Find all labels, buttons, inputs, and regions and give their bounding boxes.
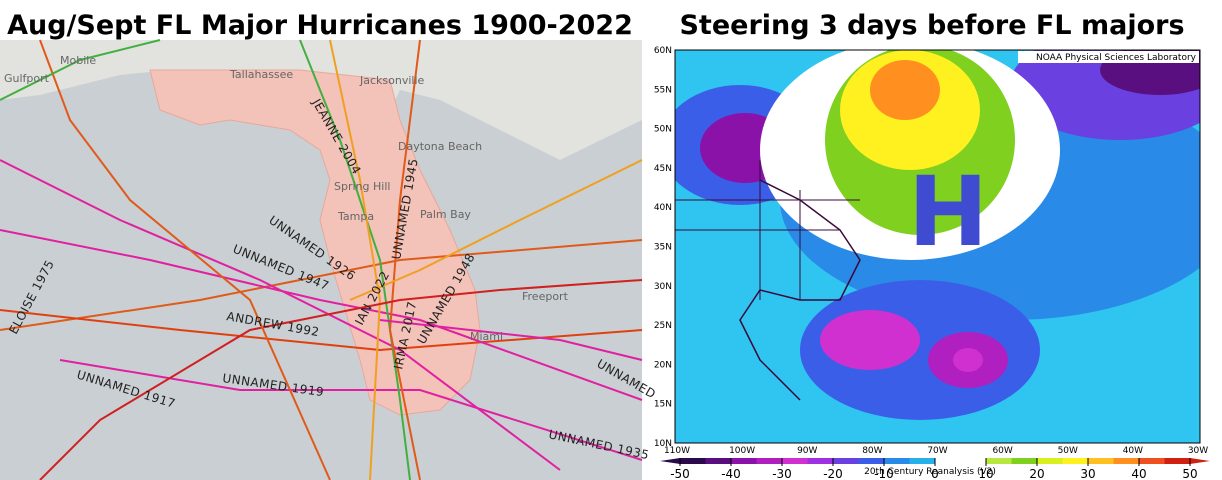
- lat-axis: 60N 55N 50N 45N 40N 35N 30N 25N 20N 15N 10N: [654, 46, 672, 449]
- colorbar-swatch: [680, 458, 706, 464]
- right-map: Steering 3 days before FL majors H NOAA …: [654, 10, 1210, 480]
- colorbar-end: [1190, 458, 1210, 464]
- colorbar-swatch: [782, 458, 808, 464]
- colorbar-tick-label: 40: [1131, 467, 1146, 480]
- lon-label: 110W: [664, 446, 690, 456]
- colorbar-tick-label: 0: [931, 467, 939, 480]
- contour: [820, 310, 920, 370]
- colorbar-tick-label: 10: [978, 467, 993, 480]
- colorbar-tick-label: 20: [1029, 467, 1044, 480]
- field: H NOAA Physical Sciences Laboratory: [675, 50, 1200, 443]
- place-label: Freeport: [522, 290, 569, 303]
- lat-label: 50N: [654, 125, 672, 135]
- colorbar-swatch: [1011, 458, 1038, 464]
- lon-label: 90W: [797, 446, 817, 456]
- colorbar-swatch: [1113, 458, 1140, 464]
- place-label: Palm Bay: [420, 208, 471, 221]
- lat-label: 35N: [654, 243, 672, 253]
- colorbar-tick-label: 30: [1080, 467, 1095, 480]
- colorbar-tick-label: -10: [874, 467, 894, 480]
- lat-label: 20N: [654, 360, 672, 370]
- lon-label: 100W: [729, 446, 755, 456]
- colorbar-swatch: [935, 458, 961, 464]
- lat-label: 25N: [654, 321, 672, 331]
- colorbar-swatch: [705, 458, 732, 464]
- place-label: Tallahassee: [229, 68, 293, 81]
- colorbar-swatch: [731, 458, 757, 464]
- frame: [674, 49, 1201, 444]
- lat-label: 15N: [654, 400, 672, 410]
- lat-label: 60N: [654, 46, 672, 56]
- borders: [675, 160, 860, 300]
- colorbar-tick-label: -30: [772, 467, 792, 480]
- colorbar-swatch: [807, 458, 834, 464]
- place-label: Spring Hill: [334, 180, 390, 193]
- lon-label: 40W: [1123, 446, 1143, 456]
- lat-label: 55N: [654, 85, 672, 95]
- colorbar-swatch: [1139, 458, 1165, 464]
- place-label: Miami: [470, 330, 503, 343]
- place-label: Jacksonville: [359, 74, 425, 87]
- colorbar-tick-label: -50: [670, 467, 690, 480]
- colorbar-tick-label: -40: [721, 467, 741, 480]
- lon-label: 50W: [1058, 446, 1078, 456]
- lon-label: 30W: [1188, 446, 1208, 456]
- credit-box: [1018, 51, 1199, 63]
- lat-label: 30N: [654, 282, 672, 292]
- colorbar-swatch: [858, 458, 885, 464]
- lon-label: 80W: [862, 446, 882, 456]
- florida-region: [149, 69, 481, 416]
- colorbar-tick-label: -20: [823, 467, 843, 480]
- lat-label: 40N: [654, 203, 672, 213]
- colorbar-swatch: [1037, 458, 1063, 464]
- high-label: H: [908, 156, 988, 268]
- left-map: Gulfport Mobile Tallahassee Jacksonville…: [0, 10, 658, 480]
- colorbar-swatch: [1164, 458, 1191, 464]
- lon-label: 70W: [927, 446, 947, 456]
- credit: NOAA Physical Sciences Laboratory: [1036, 53, 1197, 63]
- colorbar-swatch: [756, 458, 783, 464]
- colorbar-tick-label: 50: [1182, 467, 1197, 480]
- place-label: Mobile: [60, 54, 96, 67]
- lat-label: 45N: [654, 164, 672, 174]
- colorbar-swatch: [884, 458, 910, 464]
- place-label: Tampa: [337, 210, 374, 223]
- lon-axis: 110W 100W 90W 80W 70W 60W 50W 40W 30W: [664, 446, 1208, 456]
- colorbar-swatch: [960, 458, 987, 464]
- lat-label: 10N: [654, 439, 672, 449]
- colorbar-swatch: [986, 458, 1012, 464]
- right-title: Steering 3 days before FL majors: [679, 10, 1184, 41]
- coastline: [739, 179, 861, 401]
- contour: [870, 60, 940, 120]
- colorbar-caption: 20th Century Reanalysis (V2): [864, 467, 996, 477]
- colorbar-swatch: [1062, 458, 1089, 464]
- place-label: Daytona Beach: [398, 140, 482, 153]
- colorbar-swatch: [1088, 458, 1114, 464]
- contour: [953, 348, 983, 372]
- left-title: Aug/Sept FL Major Hurricanes 1900-2022: [7, 10, 633, 41]
- colorbar: -50 -40 -30 -20 -10 0 10 20 30 40 50: [660, 458, 1210, 480]
- place-label: Gulfport: [4, 72, 50, 85]
- colorbar-swatch: [833, 458, 859, 464]
- place-labels: Gulfport Mobile Tallahassee Jacksonville…: [4, 54, 569, 343]
- colorbar-swatch: [909, 458, 936, 464]
- lon-label: 60W: [992, 446, 1012, 456]
- tracks: [0, 39, 643, 480]
- colorbar-end: [660, 458, 680, 464]
